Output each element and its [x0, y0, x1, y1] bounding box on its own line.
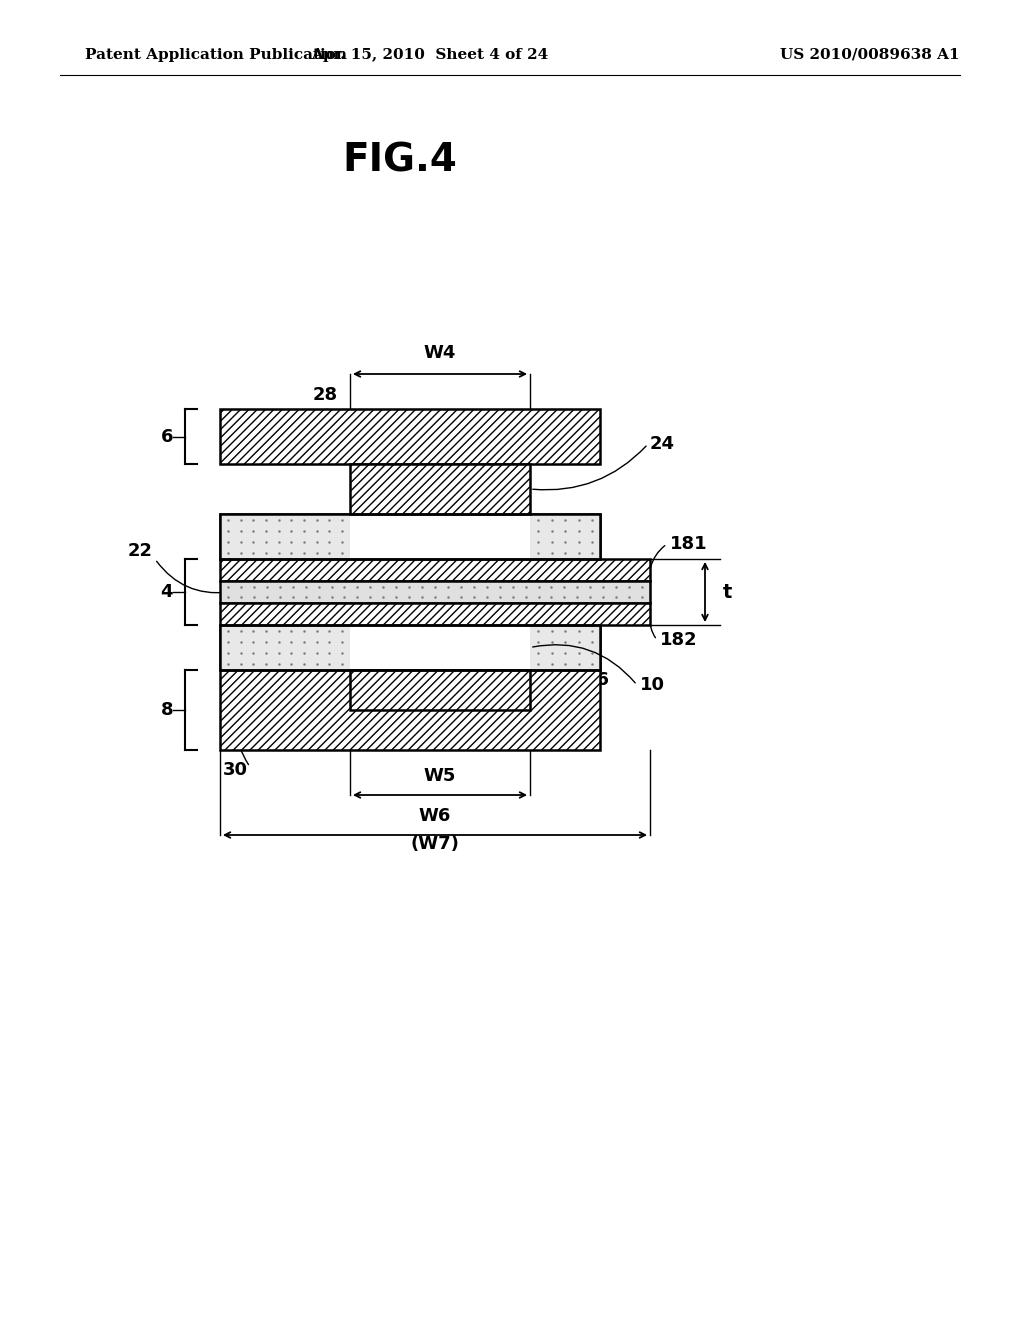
- Bar: [220, 513, 600, 558]
- Bar: [220, 581, 650, 603]
- Text: 22: 22: [128, 543, 153, 560]
- Bar: [350, 624, 530, 671]
- Text: 182: 182: [660, 631, 697, 649]
- Bar: [350, 671, 530, 710]
- Text: W5: W5: [424, 767, 456, 785]
- Text: 28: 28: [312, 385, 338, 404]
- Text: 4: 4: [161, 583, 173, 601]
- Text: W4: W4: [424, 345, 456, 362]
- Text: 24: 24: [650, 436, 675, 453]
- Text: 6: 6: [161, 428, 173, 446]
- Bar: [350, 465, 530, 513]
- Text: 30: 30: [222, 762, 248, 779]
- Text: 26: 26: [585, 671, 610, 689]
- Bar: [220, 558, 650, 581]
- Bar: [220, 603, 650, 624]
- Text: 181: 181: [670, 535, 708, 553]
- Text: 10: 10: [640, 676, 665, 694]
- Text: W6: W6: [419, 807, 452, 825]
- Bar: [220, 513, 350, 558]
- Text: (W7): (W7): [411, 836, 460, 853]
- Bar: [530, 624, 600, 671]
- Bar: [220, 513, 600, 558]
- Bar: [220, 409, 600, 465]
- Bar: [530, 513, 600, 558]
- Text: Apr. 15, 2010  Sheet 4 of 24: Apr. 15, 2010 Sheet 4 of 24: [311, 48, 549, 62]
- Bar: [220, 671, 600, 750]
- Bar: [350, 513, 530, 558]
- Text: US 2010/0089638 A1: US 2010/0089638 A1: [780, 48, 959, 62]
- Text: Patent Application Publication: Patent Application Publication: [85, 48, 347, 62]
- Text: FIG.4: FIG.4: [343, 141, 458, 180]
- Text: t: t: [723, 582, 732, 602]
- Bar: [220, 624, 350, 671]
- Bar: [220, 624, 600, 671]
- Text: 8: 8: [161, 701, 173, 719]
- Bar: [220, 624, 600, 671]
